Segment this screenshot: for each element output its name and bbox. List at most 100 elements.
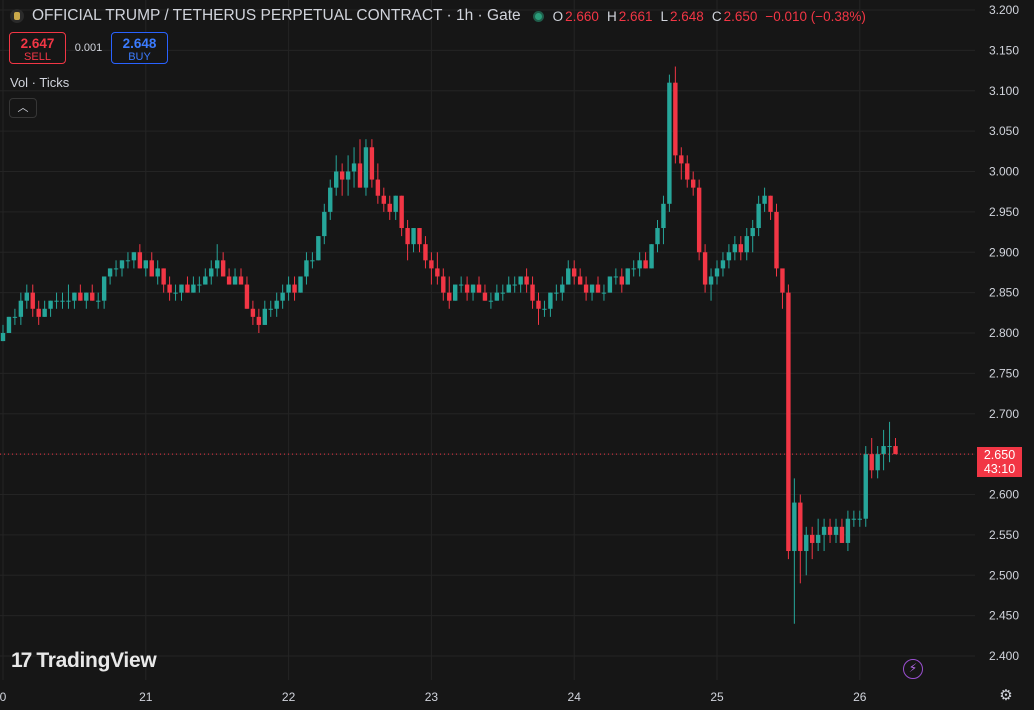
candle-body	[821, 526, 827, 535]
candle-body	[429, 260, 434, 269]
candle-body	[762, 195, 767, 204]
last-price-value: 2.650	[983, 448, 1016, 462]
volume-indicator-label[interactable]: Vol · Ticks	[10, 75, 70, 90]
chevron-up-icon[interactable]: ︿	[9, 98, 37, 118]
candle-body	[542, 308, 547, 310]
sell-button[interactable]: 2.647 SELL	[9, 32, 66, 64]
market-status-icon[interactable]	[532, 10, 544, 22]
candle-body	[197, 284, 202, 286]
candle-body	[155, 268, 160, 277]
candle-body	[42, 308, 47, 317]
candle-body	[453, 284, 458, 301]
candle-body	[494, 292, 500, 301]
candle-body	[470, 284, 476, 293]
candle-body	[107, 268, 113, 277]
price-tick-label: 2.500	[989, 568, 1019, 582]
candle-body	[30, 292, 35, 309]
candle-body	[232, 276, 238, 285]
candle-body	[685, 163, 690, 180]
low-value: 2.648	[670, 8, 704, 24]
candle-body	[738, 244, 743, 253]
time-tick-label: 23	[425, 690, 439, 704]
open-label: O	[552, 8, 564, 24]
candle-body	[583, 284, 589, 293]
price-axis[interactable]: 3.200 3.150 3.100 3.050 3.000 2.950 2.900 2.850…	[989, 3, 1019, 663]
candle-body	[203, 276, 208, 285]
candle-body	[548, 292, 553, 309]
price-tick-label: 3.000	[989, 165, 1019, 179]
candle-body	[810, 534, 815, 543]
candle-body	[833, 526, 839, 535]
time-tick-label: 22	[282, 690, 296, 704]
change-value: −0.010 (−0.38%)	[765, 8, 866, 24]
candle-body	[18, 300, 24, 317]
candle-body	[78, 292, 83, 301]
candle-body	[292, 284, 297, 293]
candle-body	[577, 276, 583, 285]
candle-body	[84, 292, 89, 301]
candle-body	[572, 268, 577, 277]
candle-body	[36, 308, 41, 317]
candle-body	[339, 171, 345, 180]
symbol-logo-icon	[10, 9, 24, 23]
candle-body	[649, 244, 654, 269]
candle-body	[328, 187, 333, 212]
candle-body	[524, 276, 529, 285]
lightning-icon[interactable]: ⚡	[903, 659, 923, 679]
sell-price: 2.647	[20, 36, 55, 51]
candle-body	[6, 316, 12, 333]
candle-body	[215, 260, 220, 269]
price-tick-label: 2.400	[989, 649, 1019, 663]
candle-body	[48, 300, 53, 309]
candle-body	[506, 284, 511, 293]
candle-body	[667, 82, 672, 204]
candle-body	[613, 276, 619, 278]
buy-button[interactable]: 2.648 BUY	[111, 32, 168, 64]
price-tick-label: 3.100	[989, 84, 1019, 98]
candle-body	[113, 268, 119, 270]
candle-body	[774, 211, 779, 269]
candle-body	[756, 203, 761, 229]
buy-price: 2.648	[122, 36, 157, 51]
sell-label: SELL	[24, 51, 51, 63]
candle-body	[714, 268, 720, 277]
candle-body	[482, 292, 488, 301]
candle-body	[262, 308, 267, 325]
last-price-tag: 2.650 43:10	[977, 447, 1022, 477]
price-tick-label: 3.050	[989, 124, 1019, 138]
candle-body	[435, 268, 440, 277]
open-value: 2.660	[565, 8, 599, 24]
candle-body	[304, 260, 309, 277]
candle-body	[173, 292, 178, 294]
candle-body	[702, 252, 708, 285]
candle-body	[399, 195, 404, 229]
tradingview-logo[interactable]: 17 TradingView	[11, 649, 157, 673]
candle-body	[863, 454, 868, 519]
candle-body	[744, 236, 749, 253]
candle-body	[191, 284, 196, 293]
candle-body	[125, 260, 131, 262]
candle-body	[363, 147, 369, 188]
candle-body	[607, 276, 613, 293]
candle-body	[417, 228, 422, 245]
candle-body	[881, 446, 886, 455]
candle-body	[268, 308, 273, 310]
candle-body	[512, 284, 517, 286]
price-tick-label: 2.750	[989, 366, 1019, 380]
candle-body	[298, 276, 303, 293]
candle-body	[24, 292, 29, 301]
chart-grid	[0, 0, 975, 680]
price-tick-label: 2.950	[989, 205, 1019, 219]
candle-body	[316, 236, 321, 261]
candle-body	[54, 300, 59, 302]
candle-body	[691, 179, 696, 188]
candle-body	[631, 268, 636, 270]
candle-body	[286, 284, 291, 293]
candle-body	[90, 292, 95, 301]
symbol-title[interactable]: OFFICIAL TRUMP / TETHERUS PERPETUAL CONT…	[32, 7, 521, 24]
gear-icon[interactable]: ⚙	[999, 687, 1013, 704]
candle-body	[655, 228, 660, 245]
time-axis[interactable]: 0 21 22 23 24 25 26	[0, 690, 867, 704]
candle-body	[518, 276, 523, 285]
